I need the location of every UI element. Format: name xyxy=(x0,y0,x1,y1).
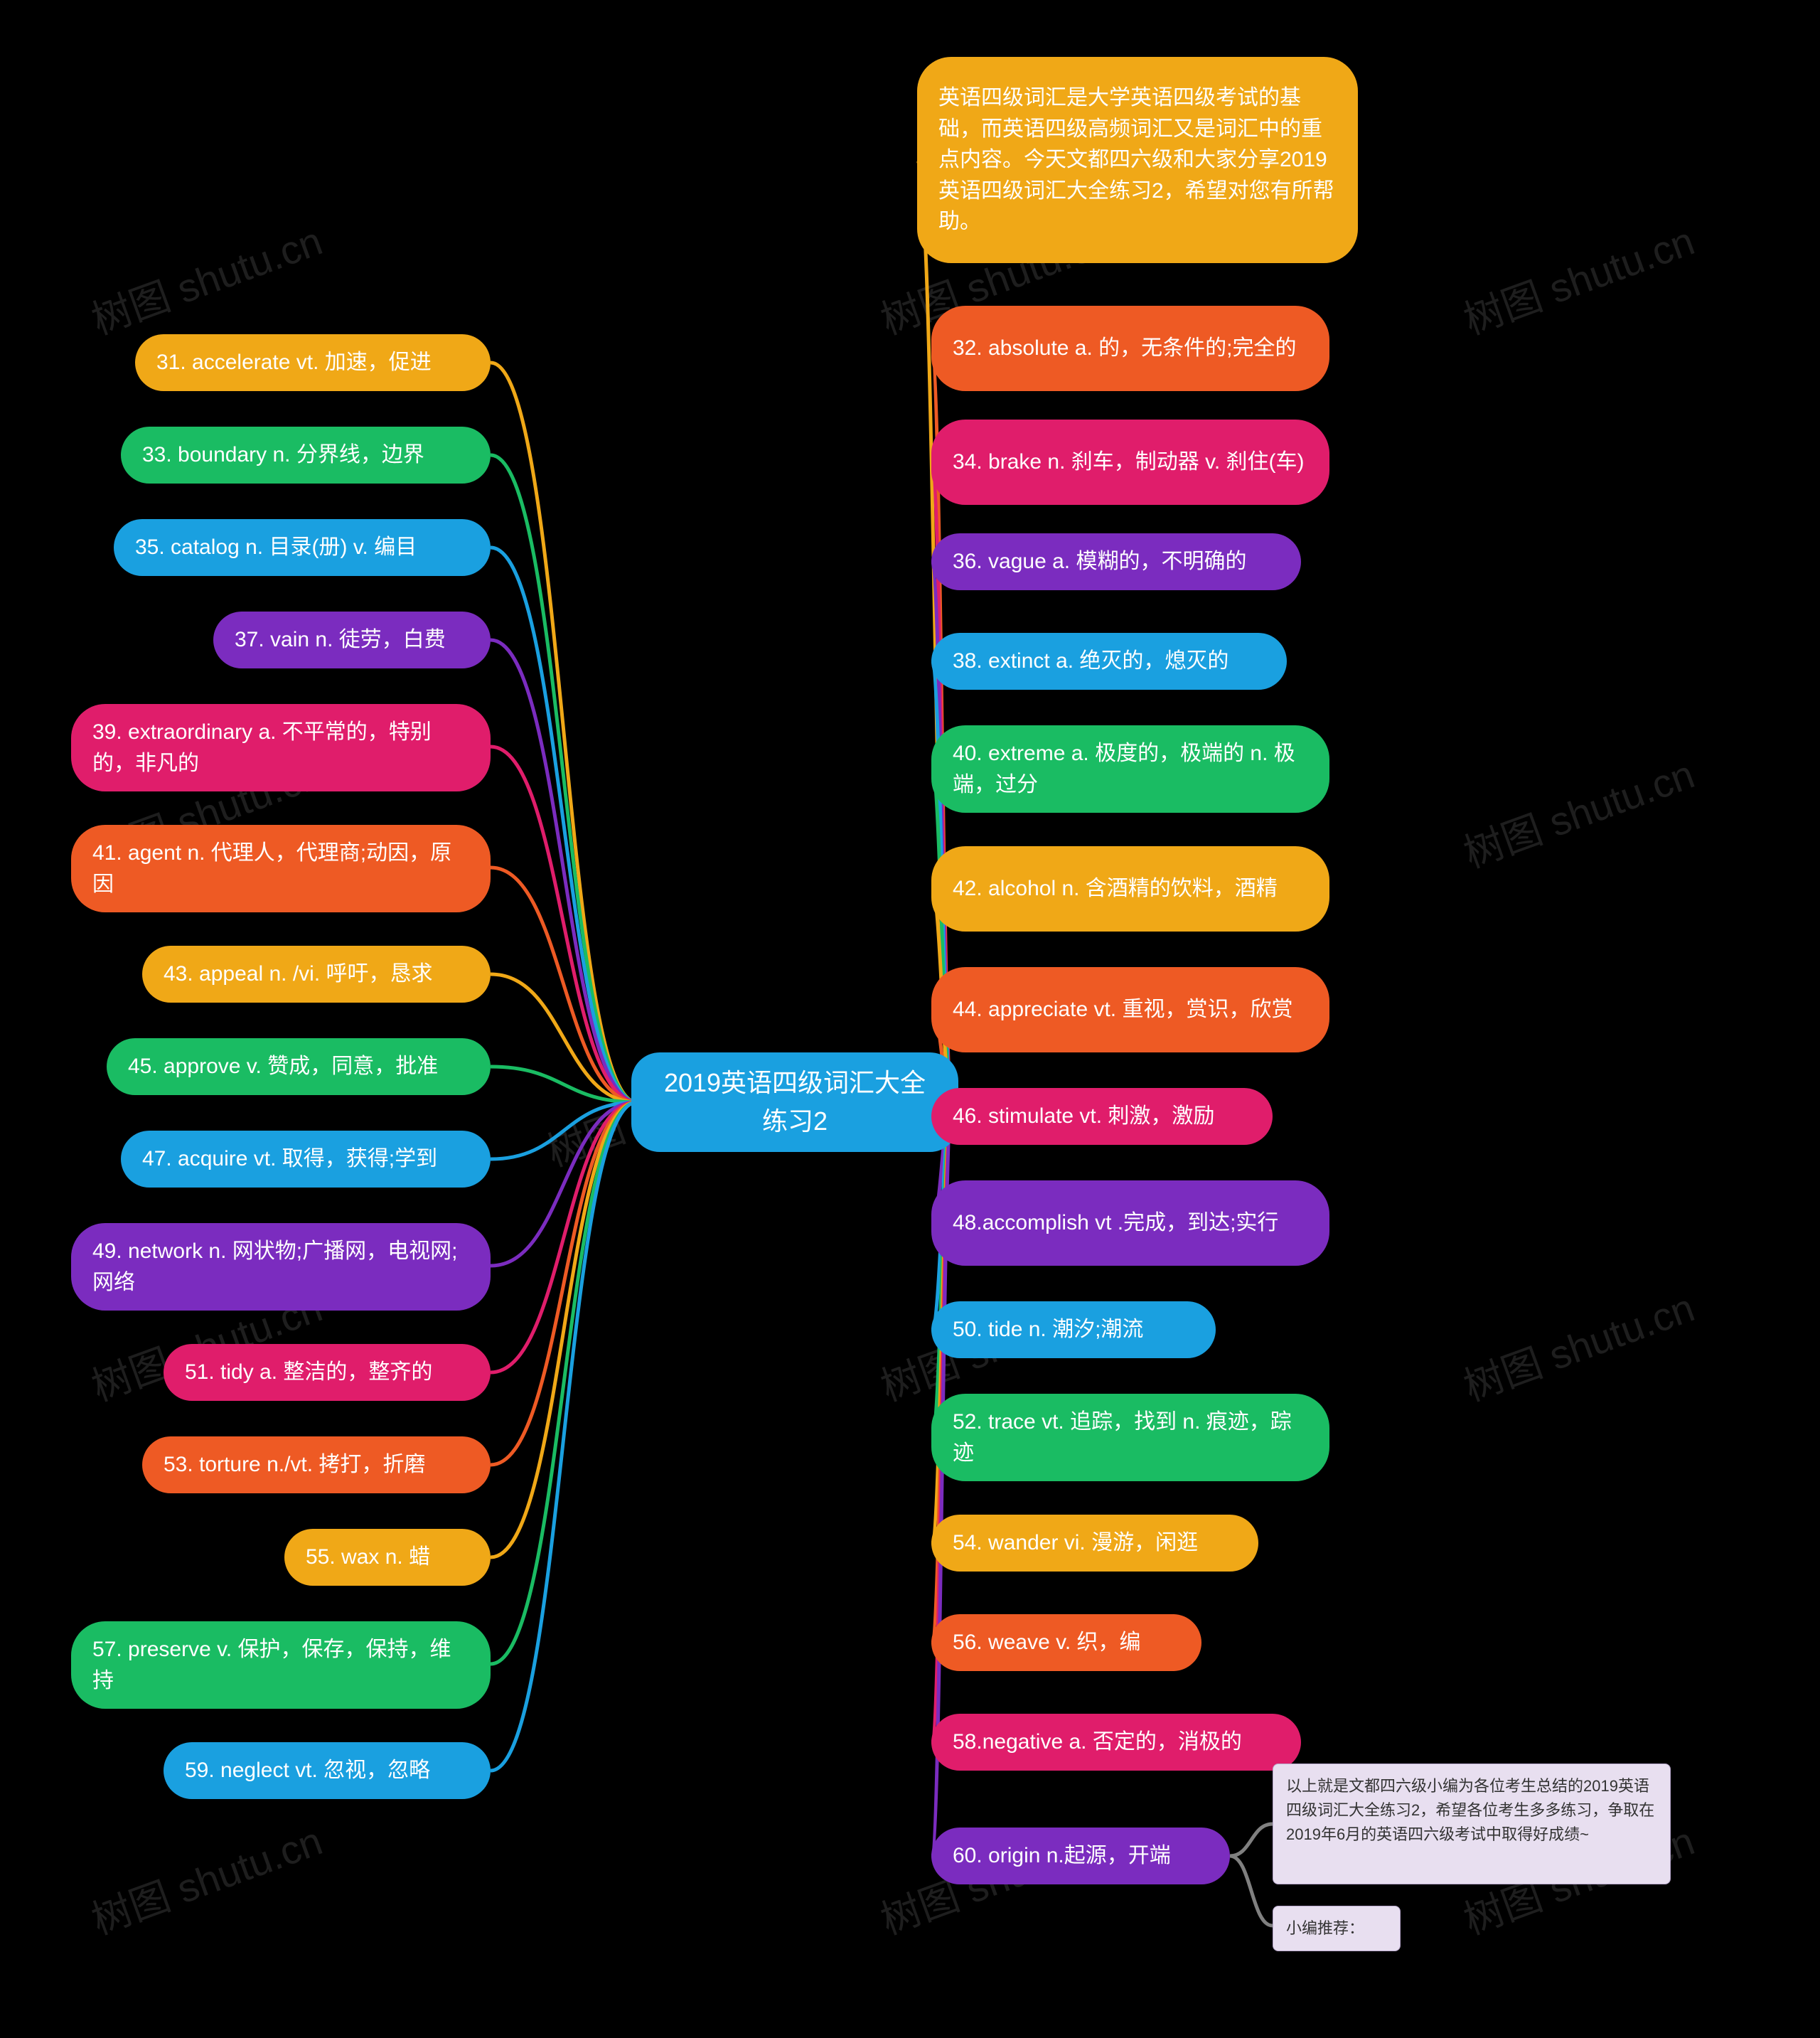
edge xyxy=(491,640,637,1102)
edge xyxy=(931,1102,953,1436)
mindmap-node-n58[interactable]: 58.negative a. 否定的，消极的 xyxy=(931,1714,1301,1771)
edge xyxy=(491,1067,637,1102)
mindmap-node-n40[interactable]: 40. extreme a. 极度的，极端的 n. 极端，过分 xyxy=(931,725,1329,813)
mindmap-node-n51[interactable]: 51. tidy a. 整洁的，整齐的 xyxy=(164,1344,491,1401)
mindmap-node-n38[interactable]: 38. extinct a. 绝灭的，熄灭的 xyxy=(931,633,1287,690)
mindmap-node-n32[interactable]: 32. absolute a. 的，无条件的;完全的 xyxy=(931,306,1329,391)
mindmap-canvas: 树图 shutu.cn 树图 shutu.cn 树图 shutu.cn 树图 shut… xyxy=(0,0,1820,2038)
mindmap-node-n50[interactable]: 50. tide n. 潮汐;潮流 xyxy=(931,1301,1216,1358)
edge-layer xyxy=(0,0,1820,2038)
mindmap-node-n35[interactable]: 35. catalog n. 目录(册) v. 编目 xyxy=(114,519,491,576)
edge xyxy=(931,768,953,1102)
mindmap-node-n53[interactable]: 53. torture n./vt. 拷打，折磨 xyxy=(142,1436,491,1493)
leaf-box-leaf1: 以上就是文都四六级小编为各位考生总结的2019英语四级词汇大全练习2，希望各位考… xyxy=(1273,1764,1671,1884)
edge xyxy=(491,1102,637,1557)
mindmap-node-n59[interactable]: 59. neglect vt. 忽视，忽略 xyxy=(164,1742,491,1799)
edge xyxy=(491,1102,637,1372)
edge xyxy=(491,974,637,1102)
edge xyxy=(491,548,637,1102)
mindmap-node-n45[interactable]: 45. approve v. 赞成，同意，批准 xyxy=(107,1038,491,1095)
edge xyxy=(491,747,637,1102)
mindmap-node-n43[interactable]: 43. appeal n. /vi. 呼吁，恳求 xyxy=(142,946,491,1003)
edge xyxy=(491,1102,637,1465)
mindmap-node-n31[interactable]: 31. accelerate vt. 加速，促进 xyxy=(135,334,491,391)
edge xyxy=(1230,1824,1273,1856)
mindmap-node-n46[interactable]: 46. stimulate vt. 刺激，激励 xyxy=(931,1088,1273,1145)
watermark-text: 树图 shutu.cn xyxy=(1455,742,1701,879)
watermark-text: 树图 shutu.cn xyxy=(1455,1276,1701,1412)
edge xyxy=(917,160,953,1102)
edge xyxy=(1230,1856,1273,1926)
mindmap-node-intro[interactable]: 英语四级词汇是大学英语四级考试的基础，而英语四级高频词汇又是词汇中的重点内容。今… xyxy=(917,57,1358,263)
mindmap-node-n54[interactable]: 54. wander vi. 漫游，闲逛 xyxy=(931,1515,1258,1572)
edge xyxy=(491,1102,637,1664)
mindmap-node-n56[interactable]: 56. weave v. 织，编 xyxy=(931,1614,1201,1671)
mindmap-node-n44[interactable]: 44. appreciate vt. 重视，赏识，欣赏 xyxy=(931,967,1329,1052)
leaf-box-leaf2: 小编推荐： xyxy=(1273,1906,1401,1951)
mindmap-node-n48[interactable]: 48.accomplish vt .完成，到达;实行 xyxy=(931,1180,1329,1266)
mindmap-node-n57[interactable]: 57. preserve v. 保护，保存，保持，维持 xyxy=(71,1621,491,1709)
watermark-text: 树图 shutu.cn xyxy=(82,1809,329,1946)
mindmap-node-n52[interactable]: 52. trace vt. 追踪，找到 n. 痕迹，踪迹 xyxy=(931,1394,1329,1481)
edge xyxy=(491,363,637,1102)
mindmap-node-n41[interactable]: 41. agent n. 代理人，代理商;动因，原因 xyxy=(71,825,491,912)
mindmap-node-n47[interactable]: 47. acquire vt. 取得，获得;学到 xyxy=(121,1131,491,1188)
edge xyxy=(491,1102,637,1266)
mindmap-node-n37[interactable]: 37. vain n. 徒劳，白费 xyxy=(213,612,491,668)
center-node[interactable]: 2019英语四级词汇大全练习2 xyxy=(631,1052,958,1152)
mindmap-node-n39[interactable]: 39. extraordinary a. 不平常的，特别的，非凡的 xyxy=(71,704,491,791)
mindmap-node-n49[interactable]: 49. network n. 网状物;广播网，电视网;网络 xyxy=(71,1223,491,1311)
mindmap-node-n34[interactable]: 34. brake n. 刹车，制动器 v. 刹住(车) xyxy=(931,420,1329,505)
mindmap-node-n33[interactable]: 33. boundary n. 分界线，边界 xyxy=(121,427,491,484)
mindmap-node-n60[interactable]: 60. origin n.起源，开端 xyxy=(931,1828,1230,1884)
mindmap-node-n36[interactable]: 36. vague a. 模糊的，不明确的 xyxy=(931,533,1301,590)
mindmap-node-n55[interactable]: 55. wax n. 蜡 xyxy=(284,1529,491,1586)
watermark-text: 树图 shutu.cn xyxy=(82,209,329,346)
edge xyxy=(491,455,637,1102)
mindmap-node-n42[interactable]: 42. alcohol n. 含酒精的饮料，酒精 xyxy=(931,846,1329,932)
edge xyxy=(491,1102,637,1771)
edge xyxy=(491,1102,637,1159)
edge xyxy=(491,868,637,1102)
watermark-text: 树图 shutu.cn xyxy=(1455,209,1701,346)
